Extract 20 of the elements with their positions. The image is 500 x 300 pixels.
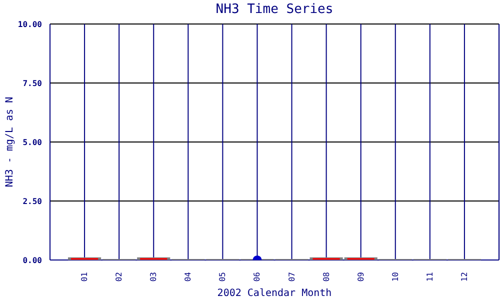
x-tick-label: 06 <box>252 272 262 282</box>
y-tick-label: 0.00 <box>22 256 42 265</box>
y-tick-label: 10.00 <box>18 20 42 29</box>
x-tick-label: 09 <box>356 272 366 282</box>
x-tick-label: 10 <box>390 272 400 282</box>
y-tick-label: 7.50 <box>22 78 42 88</box>
chart-title: NH3 Time Series <box>216 2 334 17</box>
x-tick-label: 03 <box>149 272 158 282</box>
y-tick-label: 5.00 <box>22 138 42 147</box>
y-tick-label: 2.50 <box>22 196 42 206</box>
x-tick-label: 02 <box>114 272 124 282</box>
x-tick-label: 05 <box>218 272 228 282</box>
x-tick-label: 08 <box>322 272 331 282</box>
x-tick-label: 12 <box>460 272 469 282</box>
x-tick-label: 07 <box>287 272 296 282</box>
x-tick-label: 01 <box>80 272 90 282</box>
x-tick-label: 04 <box>184 272 193 282</box>
x-tick-label: 11 <box>425 272 434 282</box>
x-axis-title: 2002 Calendar Month <box>217 288 332 299</box>
y-axis-title: NH3 - mg/L as N <box>4 96 16 188</box>
